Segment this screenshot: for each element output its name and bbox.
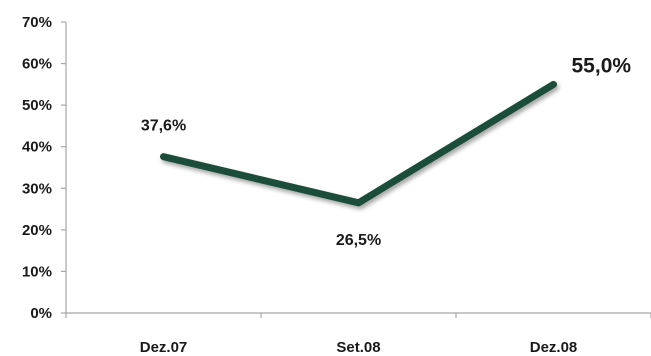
data-labels: 37,6% 26,5% 55,0%: [141, 54, 632, 248]
y-tick-label: 50%: [22, 97, 52, 114]
y-tick-label: 0%: [30, 305, 52, 322]
x-tick-label: Set.08: [336, 339, 380, 356]
data-label: 37,6%: [141, 118, 186, 135]
y-tick-label: 30%: [22, 180, 52, 197]
y-tick-label: 70%: [22, 14, 52, 31]
data-label: 55,0%: [572, 54, 632, 77]
y-tick-label: 20%: [22, 222, 52, 239]
series-group: [160, 80, 557, 207]
x-axis-ticks: Dez.07 Set.08 Dez.08: [65, 313, 651, 356]
data-label: 26,5%: [336, 232, 381, 249]
y-tick-label: 40%: [22, 139, 52, 156]
axes: [65, 22, 651, 314]
y-axis-ticks: 0% 10% 20% 30% 40% 50% 60% 70%: [22, 14, 66, 322]
y-tick-label: 60%: [22, 56, 52, 73]
y-tick-label: 10%: [22, 263, 52, 280]
x-tick-label: Dez.07: [140, 339, 188, 356]
x-tick-label: Dez.08: [530, 339, 578, 356]
series-line: [160, 80, 557, 207]
